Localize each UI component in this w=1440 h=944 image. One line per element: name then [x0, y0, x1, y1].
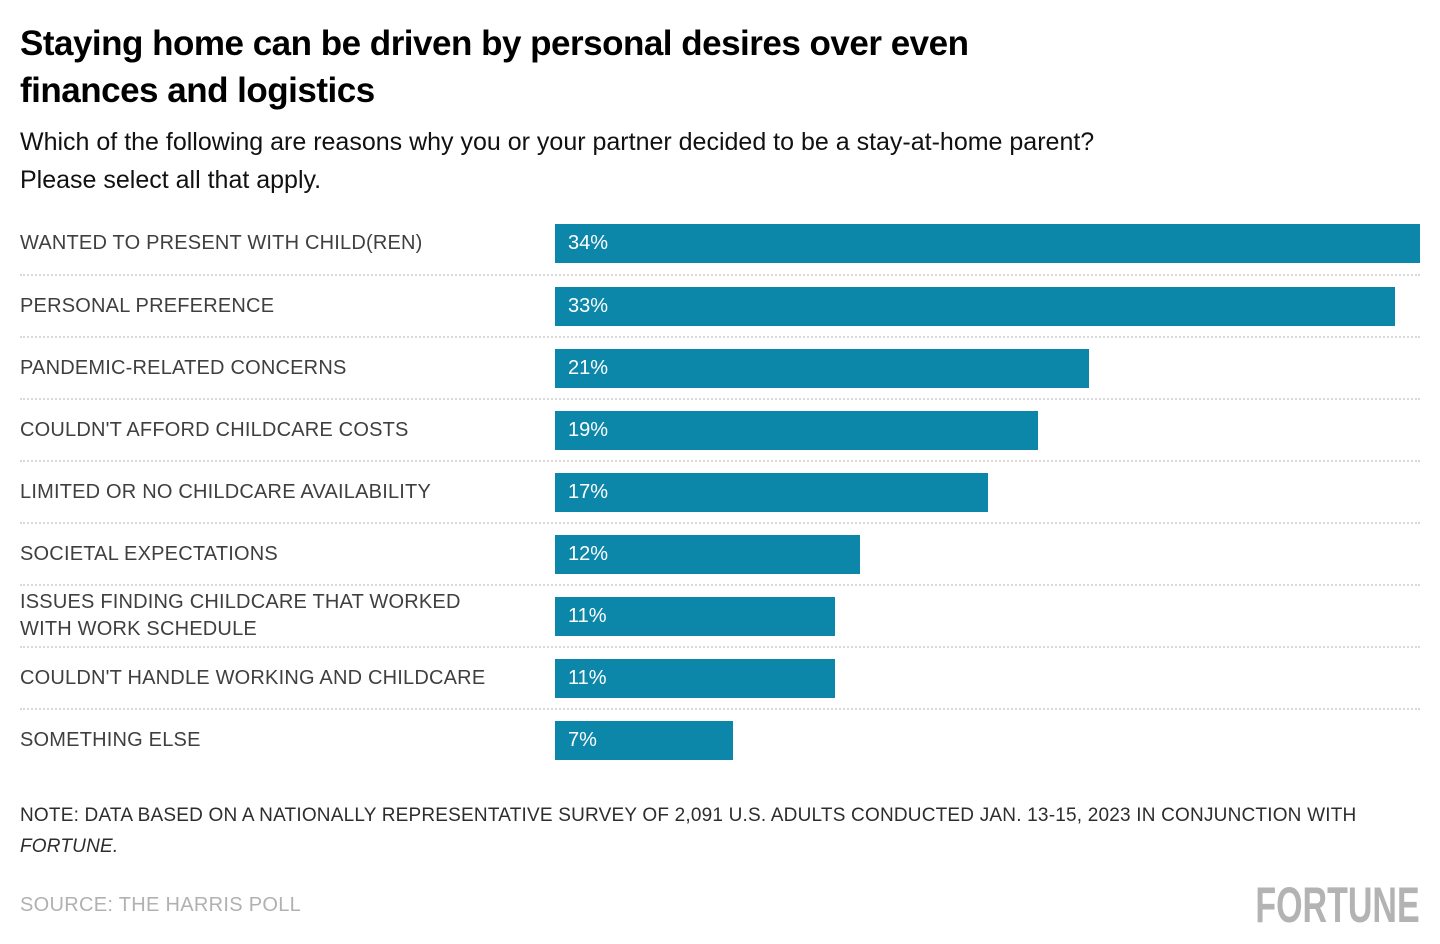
bar-value-label: 19%: [568, 418, 609, 441]
bar-value-label: 21%: [568, 356, 609, 379]
bar: 21%: [555, 348, 1090, 388]
chart-row: PANDEMIC-RELATED CONCERNS 21%: [20, 336, 1420, 398]
bar: 33%: [555, 286, 1395, 326]
chart-row: LIMITED OR NO CHILDCARE AVAILABILITY 17%: [20, 460, 1420, 522]
bar-value-label: 12%: [568, 542, 609, 565]
chart-row: SOMETHING ELSE 7%: [20, 708, 1420, 770]
bar-value-label: 11%: [568, 604, 607, 627]
bar-value-label: 34%: [568, 231, 609, 254]
chart-rows: WANTED TO PRESENT WITH CHILD(REN) 34% PE…: [20, 212, 1420, 770]
chart-subtitle: Which of the following are reasons why y…: [20, 123, 1420, 199]
footer-bar: SOURCE: THE HARRIS POLL FORTUNE: [20, 876, 1420, 934]
fortune-logo: FORTUNE: [1255, 877, 1420, 933]
chart-row: SOCIETAL EXPECTATIONS 12%: [20, 522, 1420, 584]
bar: 11%: [555, 596, 835, 636]
bar-value-label: 17%: [568, 480, 609, 503]
page-title: Staying home can be driven by personal d…: [20, 20, 1420, 114]
bar: 19%: [555, 410, 1039, 450]
chart-row: ISSUES FINDING CHILDCARE THAT WORKED WIT…: [20, 584, 1420, 646]
bar: 34%: [555, 223, 1420, 263]
bar-track: 12%: [555, 524, 1420, 584]
subtitle-line-1: Which of the following are reasons why y…: [20, 128, 1095, 156]
category-label: SOMETHING ELSE: [20, 728, 201, 751]
bar-value-label: 11%: [568, 666, 607, 689]
bar-track: 33%: [555, 276, 1420, 336]
bar-track: 17%: [555, 462, 1420, 522]
category-label: ISSUES FINDING CHILDCARE THAT WORKED WIT…: [20, 591, 461, 640]
category-label: WANTED TO PRESENT WITH CHILD(REN): [20, 231, 423, 254]
chart-row: WANTED TO PRESENT WITH CHILD(REN) 34%: [20, 212, 1420, 274]
bar: 17%: [555, 472, 988, 512]
title-line-1: Staying home can be driven by personal d…: [20, 24, 969, 63]
source-credit: SOURCE: THE HARRIS POLL: [20, 893, 302, 916]
category-label: COULDN'T AFFORD CHILDCARE COSTS: [20, 418, 409, 441]
bar: 11%: [555, 658, 835, 698]
title-line-2: finances and logistics: [20, 71, 375, 110]
chart-row: PERSONAL PREFERENCE 33%: [20, 274, 1420, 336]
bar: 7%: [555, 720, 734, 760]
bar-track: 21%: [555, 338, 1420, 398]
bar-value-label: 33%: [568, 294, 609, 317]
category-label: SOCIETAL EXPECTATIONS: [20, 542, 278, 565]
bar-track: 34%: [555, 212, 1420, 274]
category-label: COULDN'T HANDLE WORKING AND CHILDCARE: [20, 666, 486, 689]
footnote: NOTE: DATA BASED ON A NATIONALLY REPRESE…: [20, 800, 1420, 862]
subtitle-line-2: Please select all that apply.: [20, 166, 322, 194]
chart-row: COULDN'T HANDLE WORKING AND CHILDCARE 11…: [20, 646, 1420, 708]
category-label: LIMITED OR NO CHILDCARE AVAILABILITY: [20, 480, 431, 503]
bar-track: 11%: [555, 586, 1420, 646]
bar-track: 19%: [555, 400, 1420, 460]
category-label: PANDEMIC-RELATED CONCERNS: [20, 356, 347, 379]
bar-track: 7%: [555, 710, 1420, 770]
bar-chart: WANTED TO PRESENT WITH CHILD(REN) 34% PE…: [20, 212, 1420, 770]
category-label: PERSONAL PREFERENCE: [20, 294, 275, 317]
footnote-text: NOTE: DATA BASED ON A NATIONALLY REPRESE…: [20, 805, 1357, 826]
chart-row: COULDN'T AFFORD CHILDCARE COSTS 19%: [20, 398, 1420, 460]
bar: 12%: [555, 534, 861, 574]
footnote-fortune-italic: FORTUNE.: [20, 836, 119, 857]
bar-value-label: 7%: [568, 728, 597, 751]
bar-track: 11%: [555, 648, 1420, 708]
